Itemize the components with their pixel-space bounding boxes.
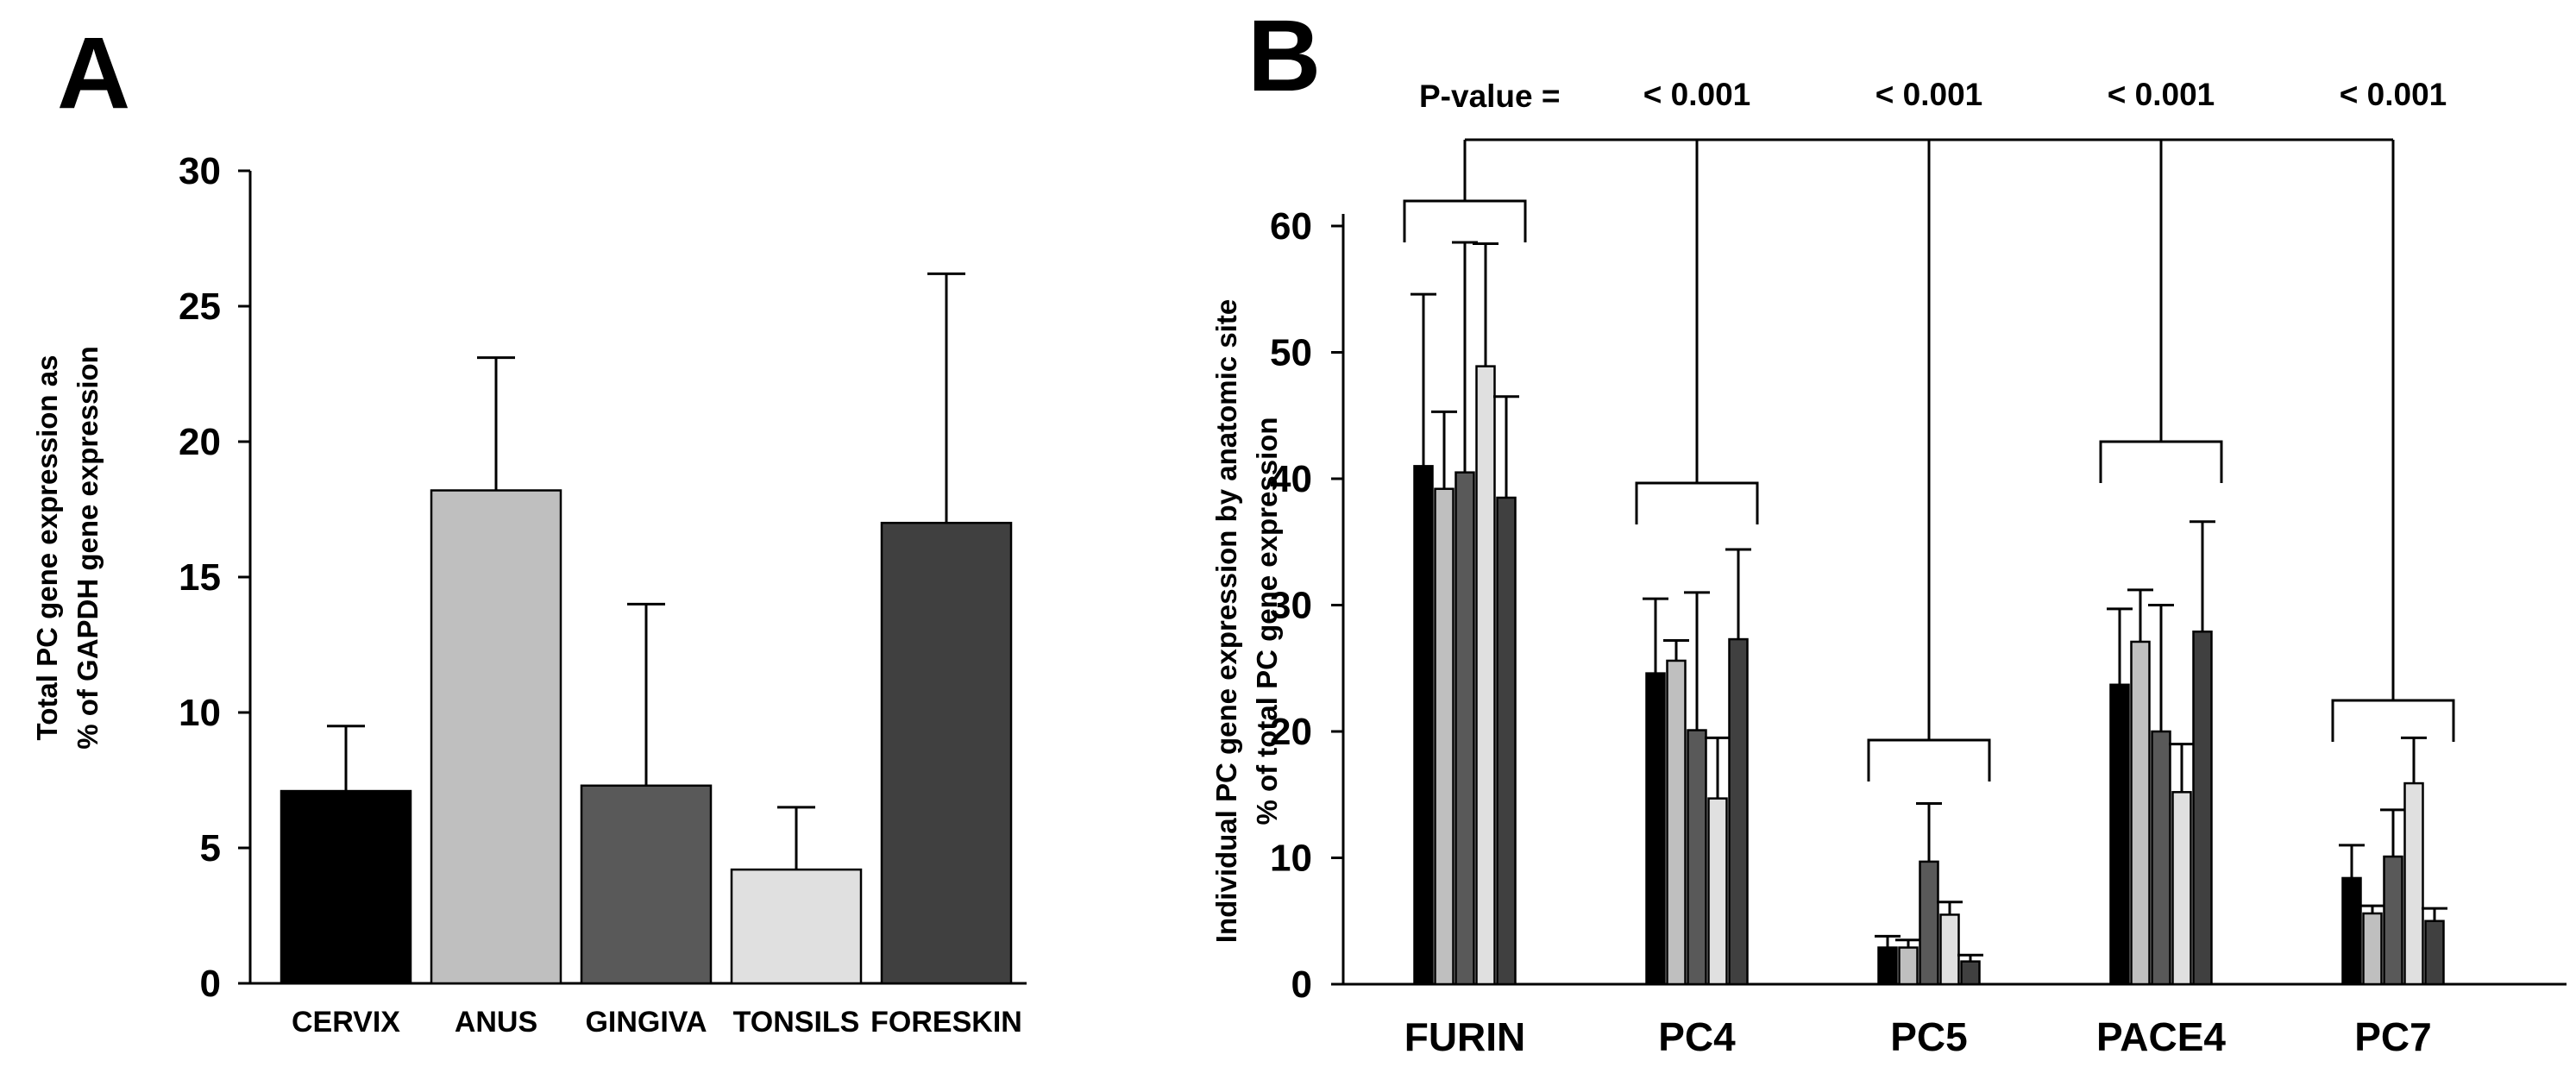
panel-a-y-tick-label: 5 bbox=[200, 827, 221, 869]
significance-bracket-pc4 bbox=[1635, 481, 1759, 524]
panel-b-letter: B bbox=[1247, 0, 1321, 113]
panel-b-bar-pace4-gingiva bbox=[2151, 730, 2171, 986]
panel-b-bar-furin-foreskin bbox=[1496, 496, 1517, 986]
panel-b-bar-furin-anus bbox=[1434, 487, 1454, 986]
panel-a-category-label: CERVIX bbox=[292, 1006, 400, 1039]
panel-b-bar-furin-gingiva bbox=[1454, 471, 1475, 986]
panel-b-bar-pc4-anus bbox=[1666, 659, 1687, 986]
panel-a-category-label: GINGIVA bbox=[585, 1006, 707, 1039]
panel-b-bar-furin-cervix bbox=[1413, 465, 1434, 986]
panel-b-category-label: PC5 bbox=[1890, 1014, 1967, 1059]
panel-a-y-label-line1: Total PC gene expression as bbox=[31, 355, 63, 741]
panel-b-bar-pc7-cervix bbox=[2341, 876, 2362, 986]
panel-a-y-tick-label: 0 bbox=[200, 963, 221, 1005]
panel-a-y-tick-label: 10 bbox=[179, 692, 221, 734]
panel-b-category-label: PACE4 bbox=[2096, 1014, 2226, 1059]
panel-a-category-label: ANUS bbox=[455, 1006, 537, 1039]
panel-a-bar-tonsils bbox=[730, 868, 863, 985]
panel-b-bar-pc5-tonsils bbox=[1939, 913, 1960, 986]
panel-b-bar-pc7-gingiva bbox=[2383, 855, 2403, 986]
significance-bracket-furin bbox=[1403, 199, 1527, 242]
panel-b-bar-pc4-tonsils bbox=[1707, 797, 1728, 986]
panel-b-y-tick-label: 30 bbox=[1270, 585, 1312, 627]
panel-a-letter: A bbox=[57, 16, 130, 130]
panel-b-category-label: PC4 bbox=[1658, 1014, 1736, 1059]
panel-a-bar-anus bbox=[430, 489, 562, 985]
p-value-pc4: < 0.001 bbox=[1643, 77, 1750, 112]
panel-b-y-tick-label: 20 bbox=[1270, 711, 1312, 753]
panel-a-bar-cervix bbox=[280, 789, 412, 985]
panel-a-bar-foreskin bbox=[880, 521, 1013, 985]
panel-b-bar-pace4-anus bbox=[2130, 640, 2151, 986]
panel-b-y-label-line1: Individual PC gene expression by anatomi… bbox=[1210, 299, 1242, 943]
panel-b-y-tick-label: 10 bbox=[1270, 838, 1312, 880]
panel-b-bar-pc4-foreskin bbox=[1728, 637, 1749, 986]
panel-b-y-tick-label: 50 bbox=[1270, 332, 1312, 374]
panel-a-y-label-line2: % of GAPDH gene expression bbox=[72, 346, 104, 750]
panel-a-bar-gingiva bbox=[580, 784, 713, 985]
panel-a-y-tick-label: 20 bbox=[179, 421, 221, 463]
significance-bracket-pace4 bbox=[2099, 440, 2223, 483]
panel-b-bar-pace4-tonsils bbox=[2171, 791, 2192, 986]
panel-b-bar-pace4-foreskin bbox=[2192, 631, 2213, 986]
panel-b-bar-furin-tonsils bbox=[1475, 365, 1496, 986]
panel-b-bar-pc4-cervix bbox=[1645, 672, 1666, 986]
panel-b-bar-pc7-anus bbox=[2362, 912, 2383, 986]
p-value-pace4: < 0.001 bbox=[2108, 77, 2215, 112]
panel-b-bar-pc7-tonsils bbox=[2403, 781, 2424, 986]
panel-a-y-tick-label: 30 bbox=[179, 150, 221, 192]
panel-b-y-tick-label: 40 bbox=[1270, 458, 1312, 500]
panel-a-y-tick-label: 15 bbox=[179, 556, 221, 599]
panel-b-bar-pc7-foreskin bbox=[2424, 920, 2445, 986]
p-value-label: P-value = bbox=[1419, 78, 1561, 114]
panel-b-bar-pc4-gingiva bbox=[1687, 729, 1707, 986]
panel-a-chart: A Total PC gene expression as % of GAPDH… bbox=[31, 16, 1027, 1039]
p-value-pc7: < 0.001 bbox=[2340, 77, 2447, 112]
panel-b-bar-pc5-cervix bbox=[1877, 946, 1898, 986]
panel-b-category-label: PC7 bbox=[2354, 1014, 2431, 1059]
panel-b-chart: B Individual PC gene expression by anato… bbox=[1210, 0, 2567, 1059]
panel-b-bar-pc5-foreskin bbox=[1960, 960, 1981, 986]
panel-b-category-label: FURIN bbox=[1404, 1014, 1526, 1059]
panel-b-y-label-line2: % of total PC gene expression bbox=[1251, 417, 1283, 825]
panel-a-category-label: FORESKIN bbox=[870, 1006, 1022, 1039]
panel-a-y-tick-label: 25 bbox=[179, 286, 221, 328]
panel-b-bar-pace4-cervix bbox=[2109, 683, 2130, 986]
significance-bracket-pc5 bbox=[1867, 738, 1991, 781]
panel-b-bar-pc5-anus bbox=[1898, 946, 1919, 986]
panel-b-y-tick-label: 0 bbox=[1291, 963, 1312, 1006]
panel-a-category-label: TONSILS bbox=[733, 1006, 860, 1039]
significance-bracket-pc7 bbox=[2331, 699, 2455, 742]
panel-b-y-tick-label: 60 bbox=[1270, 205, 1312, 248]
panel-b-bar-pc5-gingiva bbox=[1919, 860, 1939, 986]
p-value-pc5: < 0.001 bbox=[1875, 77, 1982, 112]
